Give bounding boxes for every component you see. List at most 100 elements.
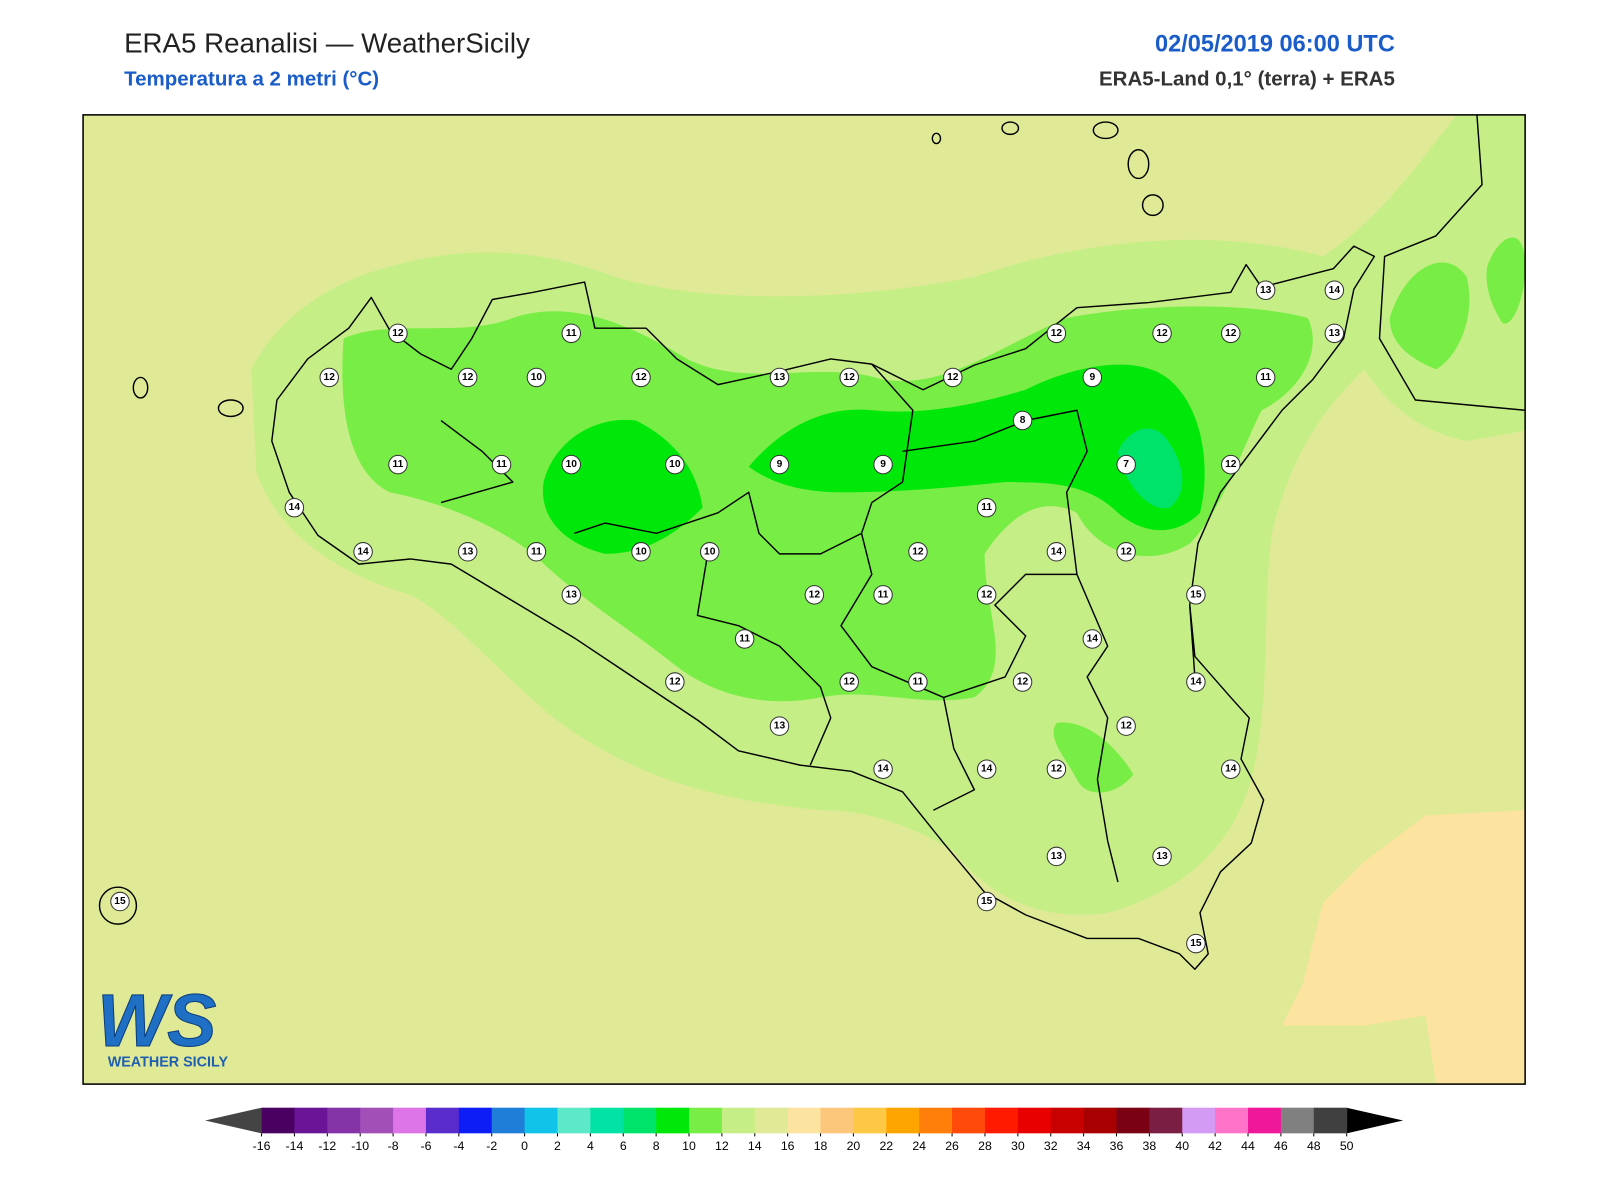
station-marker (839, 367, 859, 388)
station-marker (526, 542, 547, 562)
date: 02/05/2019 06:00 UTC (1155, 30, 1395, 56)
station-value: 13 (462, 546, 474, 557)
contour-8-10 (748, 364, 1205, 531)
station-marker (353, 542, 373, 562)
station-value: 13 (774, 372, 786, 383)
station-value: 14 (1329, 285, 1341, 296)
colorbar: -16 -14 -12 -10 -8 -6 -4 -2 0 2 4 6 8 10 12 14 16 18 20 22 2… (205, 1107, 1404, 1153)
contour-10-12 (1053, 722, 1134, 793)
station-value: 12 (1225, 459, 1237, 470)
map-frame (82, 114, 1526, 1085)
station-value: 9 (777, 459, 783, 470)
colorbar-swatch (1050, 1107, 1085, 1134)
station-marker (1046, 542, 1067, 562)
colorbar-tick-label: 46 (1274, 1139, 1288, 1153)
colorbar-swatch (557, 1107, 591, 1134)
station-value: 12 (1156, 328, 1168, 339)
colorbar-swatch (853, 1107, 887, 1134)
colorbar-tick-label: 26 (945, 1139, 959, 1153)
station-marker (700, 542, 720, 562)
station-value: 12 (844, 677, 856, 688)
station-marker (388, 454, 408, 475)
station-value: 15 (981, 896, 993, 907)
colorbar-tick-label: -16 (253, 1139, 271, 1153)
colorbar-swatch (689, 1107, 723, 1134)
station-value: 10 (704, 546, 716, 557)
colorbar-tick-label: 38 (1143, 1139, 1157, 1153)
stations: 13 14 12 11 12 12 12 13 12 12 10 12 13 12 12 9 11 8 11 11 10… (110, 280, 1345, 954)
station-marker (319, 367, 339, 388)
station-value: 11 (1260, 372, 1271, 383)
colorbar-swatch (1116, 1107, 1150, 1134)
station-value: 15 (1190, 938, 1202, 949)
station-marker (976, 585, 997, 605)
station-marker (457, 367, 478, 388)
colorbar-tick-label: 0 (521, 1139, 528, 1153)
station-marker (110, 891, 130, 912)
station-value: 10 (566, 459, 578, 470)
colorbar-swatch (1017, 1107, 1052, 1134)
colorbar-swatch (261, 1107, 295, 1134)
station-value: 12 (844, 372, 856, 383)
colorbar-swatch (656, 1107, 690, 1134)
colorbar-swatch (984, 1107, 1019, 1134)
colorbar-swatch (327, 1107, 361, 1134)
station-value: 13 (566, 589, 578, 600)
colorbar-swatch (886, 1107, 920, 1134)
station-marker (1012, 672, 1033, 692)
station-value: 12 (324, 372, 336, 383)
station-value: 8 (1020, 415, 1026, 426)
colorbar-swatch (393, 1107, 427, 1134)
colorbar-tick-label: 30 (1011, 1139, 1025, 1153)
sicily-coastline (271, 245, 1376, 970)
colorbar-tick-label: -6 (420, 1139, 431, 1153)
colorbar-tick-label: 48 (1307, 1139, 1321, 1153)
contour-10-12 (1389, 237, 1526, 370)
colorbar-tick-label: 4 (587, 1139, 594, 1153)
station-value: 10 (635, 546, 647, 557)
colorbar-swatch (754, 1107, 789, 1134)
colorbar-tick-label: 42 (1208, 1139, 1222, 1153)
station-marker (1221, 323, 1241, 344)
station-value: 13 (1051, 851, 1063, 862)
title: ERA5 Reanalisi — WeatherSicily (124, 27, 530, 58)
colorbar-tick-label: 16 (781, 1139, 795, 1153)
station-value: 9 (1089, 372, 1095, 383)
station-value: 14 (289, 502, 301, 513)
colorbar-swatch (919, 1107, 953, 1134)
station-value: 12 (947, 372, 959, 383)
colorbar-tick-label: 50 (1340, 1139, 1354, 1153)
colorbar-tick-label: 12 (715, 1139, 729, 1153)
colorbar-tick-label: 8 (653, 1139, 660, 1153)
station-marker (873, 585, 893, 605)
station-value: 14 (357, 546, 369, 557)
warm-field (1282, 810, 1526, 1085)
station-marker (1152, 846, 1172, 867)
station-marker (1255, 367, 1276, 388)
colorbar-swatch (458, 1107, 493, 1134)
station-marker (976, 891, 997, 912)
colorbar-tick-label: 6 (620, 1139, 627, 1153)
station-value: 14 (1051, 546, 1063, 557)
station-value: 15 (1190, 589, 1202, 600)
subtitle: Temperatura a 2 metri (°C) (124, 67, 379, 90)
colorbar-swatch (1248, 1107, 1282, 1134)
colorbar-tick-label: 20 (847, 1139, 861, 1153)
station-value: 12 (1051, 764, 1063, 775)
station-value: 13 (1329, 328, 1341, 339)
station-marker (631, 542, 651, 562)
station-value: 11 (531, 546, 542, 557)
station-value: 7 (1123, 459, 1129, 470)
station-marker (769, 454, 790, 475)
colorbar-swatch (294, 1107, 328, 1134)
colorbar-swatch (787, 1107, 822, 1134)
station-value: 14 (1190, 677, 1202, 688)
station-marker (976, 759, 997, 779)
station-value: 12 (809, 589, 821, 600)
station-value: 14 (1087, 633, 1099, 644)
station-marker (1221, 759, 1241, 779)
station-value: 11 (913, 677, 924, 688)
station-marker (873, 454, 893, 475)
